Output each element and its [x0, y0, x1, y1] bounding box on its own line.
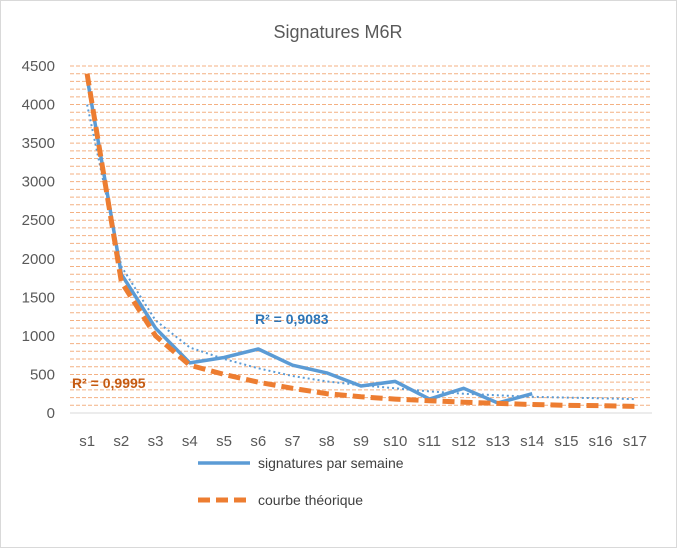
x-tick-label: s17	[623, 433, 647, 450]
y-tick-label: 0	[47, 405, 55, 422]
trendline-blue	[86, 104, 635, 401]
x-tick-label: s5	[216, 433, 232, 450]
legend: signatures par semaine courbe théorique	[198, 455, 404, 508]
x-tick-label: s16	[589, 433, 613, 450]
series-line-signatures	[85, 77, 533, 405]
x-tick-label: s2	[113, 433, 129, 450]
x-tick-label: s10	[383, 433, 407, 450]
x-tick-label: s8	[319, 433, 335, 450]
x-tick-label: s14	[520, 433, 544, 450]
y-tick-label: 2500	[22, 212, 55, 229]
x-tick-label: s1	[79, 433, 95, 450]
chart-title: Signatures M6R	[273, 22, 402, 42]
y-tick-label: 500	[30, 366, 55, 383]
y-tick-label: 4500	[22, 58, 55, 75]
x-tick-label: s11	[418, 433, 441, 450]
y-tick-label: 3000	[22, 174, 55, 191]
x-tick-label: s7	[285, 433, 301, 450]
series-line-theorique	[84, 73, 635, 409]
x-tick-label: s12	[452, 433, 476, 450]
r2-annotation-blue: R² = 0,9083	[255, 311, 329, 327]
y-tick-label: 1500	[22, 289, 55, 306]
x-tick-label: s3	[148, 433, 164, 450]
y-tick-label: 3500	[22, 135, 55, 152]
x-tick-label: s13	[486, 433, 510, 450]
y-tick-label: 2000	[22, 251, 55, 268]
series-lines	[84, 73, 635, 409]
legend-label-blue: signatures par semaine	[258, 455, 404, 471]
x-tick-label: s9	[353, 433, 369, 450]
y-tick-label: 4000	[22, 97, 55, 114]
r2-annotation-orange: R² = 0,9995	[72, 375, 146, 391]
x-tick-label: s15	[554, 433, 578, 450]
x-axis: s1 s2 s3 s4 s5 s6 s7 s8 s9 s10 s11 s12 s13 s14 s15 s16 s…	[79, 433, 647, 450]
y-tick-label: 1000	[22, 328, 55, 345]
x-tick-label: s6	[250, 433, 266, 450]
legend-label-orange: courbe théorique	[258, 492, 363, 508]
y-axis: 0 500 1000 1500 2000 2500 3000 3500 4000 4500	[22, 58, 55, 422]
gridlines	[70, 65, 652, 414]
x-tick-label: s4	[182, 433, 198, 450]
